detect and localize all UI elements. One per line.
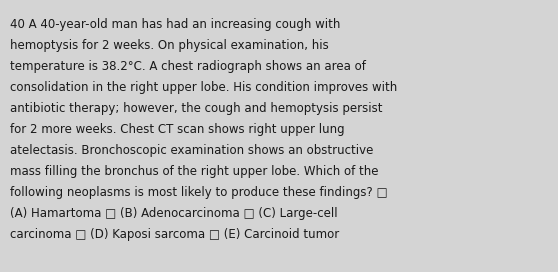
Text: for 2 more weeks. Chest CT scan shows right upper lung: for 2 more weeks. Chest CT scan shows ri… [10, 123, 345, 136]
Text: atelectasis. Bronchoscopic examination shows an obstructive: atelectasis. Bronchoscopic examination s… [10, 144, 373, 157]
Text: following neoplasms is most likely to produce these findings? □: following neoplasms is most likely to pr… [10, 186, 388, 199]
Text: 40 A 40-year-old man has had an increasing cough with: 40 A 40-year-old man has had an increasi… [10, 18, 340, 31]
Text: consolidation in the right upper lobe. His condition improves with: consolidation in the right upper lobe. H… [10, 81, 397, 94]
Text: temperature is 38.2°C. A chest radiograph shows an area of: temperature is 38.2°C. A chest radiograp… [10, 60, 366, 73]
Text: antibiotic therapy; however, the cough and hemoptysis persist: antibiotic therapy; however, the cough a… [10, 102, 382, 115]
Text: (A) Hamartoma □ (B) Adenocarcinoma □ (C) Large-cell: (A) Hamartoma □ (B) Adenocarcinoma □ (C)… [10, 207, 338, 220]
Text: hemoptysis for 2 weeks. On physical examination, his: hemoptysis for 2 weeks. On physical exam… [10, 39, 329, 52]
Text: carcinoma □ (D) Kaposi sarcoma □ (E) Carcinoid tumor: carcinoma □ (D) Kaposi sarcoma □ (E) Car… [10, 228, 339, 241]
Text: mass filling the bronchus of the right upper lobe. Which of the: mass filling the bronchus of the right u… [10, 165, 378, 178]
